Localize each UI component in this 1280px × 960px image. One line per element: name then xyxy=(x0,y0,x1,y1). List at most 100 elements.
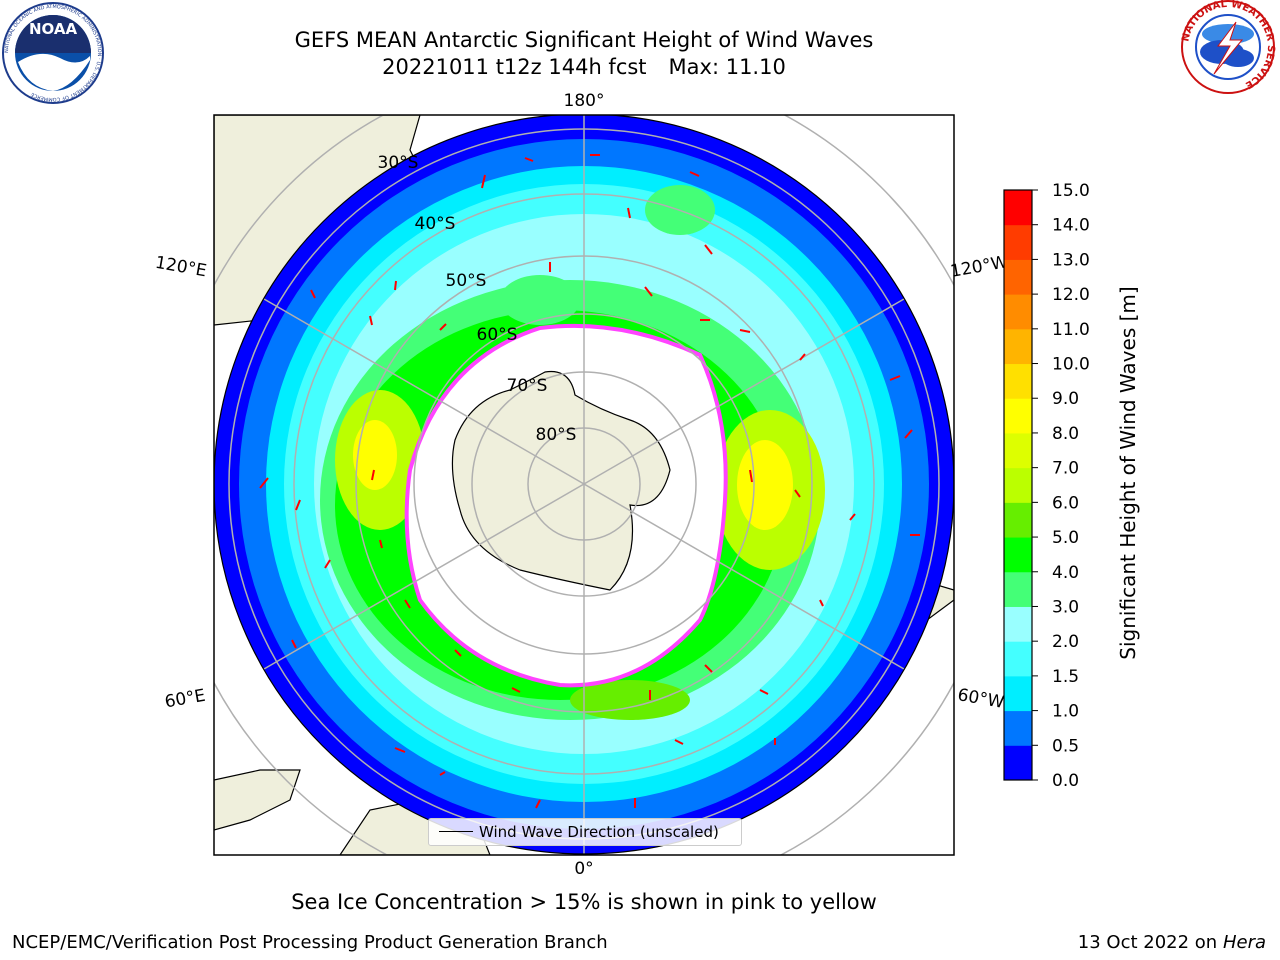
colorbar-tick-label: 8.0 xyxy=(1052,424,1079,444)
arrow xyxy=(379,539,383,549)
colorbar-tick-label: 3.0 xyxy=(1052,597,1079,617)
date-text: 13 Oct 2022 on xyxy=(1077,932,1223,953)
machine-name: Hera xyxy=(1222,932,1266,953)
colorbar-swatch xyxy=(1004,675,1032,712)
colorbar-tick-label: 4.0 xyxy=(1052,563,1079,583)
arrow xyxy=(674,739,684,745)
colorbar-swatch xyxy=(1004,398,1032,434)
arrow xyxy=(794,489,801,498)
colorbar-label-text: Significant Height of Wind Waves [m] xyxy=(1116,286,1140,660)
arrow xyxy=(295,499,301,511)
colorbar-swatch xyxy=(1004,259,1032,295)
lat-label-30s: 30°S xyxy=(378,153,419,173)
colorbar-tick-label: 9.0 xyxy=(1052,389,1079,409)
legend-line-swatch xyxy=(439,831,473,832)
lon-label-0: 0° xyxy=(574,859,593,879)
wind-arrows xyxy=(259,154,920,809)
date-stamp: 13 Oct 2022 on Hera xyxy=(1078,932,1266,953)
arrow-legend: Wind Wave Direction (unscaled) xyxy=(428,818,742,846)
noaa-logo: NOAA NATIONAL OCEANIC AND ATMOSPHERIC AD… xyxy=(2,2,104,104)
colorbar-swatch xyxy=(1004,710,1032,746)
arrow xyxy=(404,599,411,609)
colorbar-tick-label: 7.0 xyxy=(1052,459,1079,479)
lon-label-120e: 120°E xyxy=(154,253,208,282)
arrow xyxy=(394,747,406,753)
chart-subtitle: 20221011 t12z 144h fcst Max: 11.10 xyxy=(184,54,984,80)
arrow xyxy=(259,477,269,489)
arrow xyxy=(369,315,373,326)
arrow xyxy=(849,513,856,521)
arrow xyxy=(819,599,824,607)
arrow xyxy=(689,171,700,177)
legend-label: Wind Wave Direction (unscaled) xyxy=(479,823,719,841)
lon-label-120w: 120°W xyxy=(949,252,1010,282)
colorbar-swatch xyxy=(1004,467,1032,503)
arrow xyxy=(627,207,631,219)
colorbar-swatch xyxy=(1004,571,1032,607)
lon-label-60e: 60°E xyxy=(163,686,207,713)
colorbar-swatch xyxy=(1004,537,1032,573)
arrow xyxy=(291,639,297,649)
arrow xyxy=(439,323,447,331)
arrow xyxy=(749,469,753,483)
arrow xyxy=(704,664,713,673)
colorbar-tick-label: 6.0 xyxy=(1052,493,1079,513)
colorbar-tick-label: 12.0 xyxy=(1052,285,1090,305)
colorbar-swatch xyxy=(1004,294,1032,330)
colorbar-swatch xyxy=(1004,432,1032,469)
lat-label-40s: 40°S xyxy=(415,214,456,234)
lat-label-70s: 70°S xyxy=(507,376,548,396)
credit-text: NCEP/EMC/Verification Post Processing Pr… xyxy=(12,932,608,953)
arrow xyxy=(454,649,462,657)
colorbar-swatch xyxy=(1004,224,1032,260)
lat-label-80s: 80°S xyxy=(536,425,577,445)
map-frame xyxy=(213,114,955,856)
colorbar-tick-label: 2.0 xyxy=(1052,632,1079,652)
arrow xyxy=(904,429,913,439)
arrow xyxy=(739,329,751,333)
colorbar-swatch xyxy=(1004,606,1032,642)
lon-label-180: 180° xyxy=(564,91,605,111)
land-africa xyxy=(214,769,301,831)
arrow xyxy=(511,687,521,693)
colorbar-tick-label: 15.0 xyxy=(1052,181,1090,201)
arrow xyxy=(535,799,541,809)
colorbar-tick-label: 1.5 xyxy=(1052,667,1079,687)
lon-label-60w: 60°W xyxy=(956,685,1006,713)
arrow xyxy=(394,280,397,291)
arrow xyxy=(439,771,446,776)
arrow xyxy=(524,157,534,162)
colorbar: 0.0 0.5 1.0 1.5 2.0 3.0 4.0 5.0 6.0 7.0 8.0 9.0 10.0… xyxy=(1003,181,1090,791)
arrow xyxy=(324,559,331,569)
colorbar-tick-label: 11.0 xyxy=(1052,320,1090,340)
nws-logo: NATIONAL WEATHER SERVICE xyxy=(1180,0,1276,94)
colorbar-frame xyxy=(1003,189,1033,781)
colorbar-tick-label: 1.0 xyxy=(1052,702,1079,722)
arrow xyxy=(704,244,713,255)
colorbar-swatch xyxy=(1004,363,1032,399)
colorbar-tick-label: 14.0 xyxy=(1052,216,1090,236)
arrow xyxy=(799,353,806,361)
arrow xyxy=(759,689,769,695)
arrow xyxy=(481,174,486,189)
lat-label-60s: 60°S xyxy=(477,325,518,345)
max-value: Max: 11.10 xyxy=(668,55,786,79)
arrow xyxy=(889,375,901,381)
colorbar-tick-label: 13.0 xyxy=(1052,250,1090,270)
colorbar-swatch xyxy=(1004,190,1032,226)
colorbar-swatch xyxy=(1004,328,1032,365)
colorbar-tick-label: 0.5 xyxy=(1052,736,1079,756)
sea-ice-note: Sea Ice Concentration > 15% is shown in … xyxy=(291,890,877,914)
chart-title: GEFS MEAN Antarctic Significant Height o… xyxy=(294,28,874,52)
noaa-logo-text: NOAA xyxy=(29,20,78,38)
forecast-time: 20221011 t12z 144h fcst xyxy=(382,55,647,79)
arrow xyxy=(310,289,316,299)
colorbar-swatch xyxy=(1004,641,1032,677)
arrow xyxy=(644,286,653,297)
colorbar-swatch xyxy=(1004,502,1032,538)
colorbar-tick-label: 10.0 xyxy=(1052,355,1090,375)
map-area xyxy=(214,115,954,855)
arrow xyxy=(371,469,375,481)
graticule xyxy=(214,115,954,855)
